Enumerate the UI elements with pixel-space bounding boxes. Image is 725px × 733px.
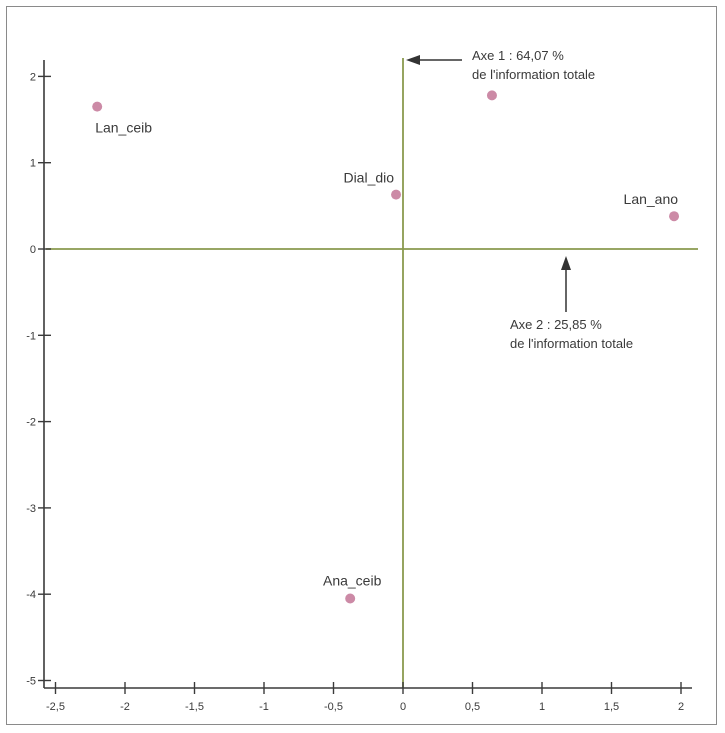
axes — [43, 60, 692, 689]
point-label: Dial_dio — [343, 170, 394, 186]
axe2-annotation: Axe 2 : 25,85 % de l'information totale — [510, 256, 633, 351]
y-tick-label: -1 — [26, 330, 36, 342]
data-point — [345, 593, 356, 604]
x-tick-label: -2,5 — [46, 701, 65, 713]
axe2-annotation-line2: de l'information totale — [510, 336, 633, 351]
point-label: Lan_ceib — [95, 120, 152, 136]
axe1-annotation-line2: de l'information totale — [472, 67, 595, 82]
x-tick-label: -1 — [259, 701, 269, 713]
axe1-annotation: Axe 1 : 64,07 % de l'information totale — [406, 48, 595, 82]
y-tick-label: -3 — [26, 503, 36, 515]
data-point — [669, 211, 680, 222]
x-tick-label: 0,5 — [465, 701, 480, 713]
x-tick-label: -0,5 — [324, 701, 343, 713]
data-point — [391, 189, 402, 200]
point-label: Lan_ano — [624, 191, 679, 207]
y-ticks: 2 1 0 -1 -2 -3 -4 -5 — [26, 71, 51, 688]
data-points: Lan_ceib Dial_dio Lan_ano Ana_ceib — [92, 90, 680, 604]
x-tick-label: -1,5 — [185, 701, 204, 713]
y-tick-label: -5 — [26, 676, 36, 688]
reference-lines — [46, 58, 698, 688]
axe1-annotation-line1: Axe 1 : 64,07 % — [472, 48, 564, 63]
x-tick-label: 1 — [539, 701, 545, 713]
y-tick-label: 1 — [30, 158, 36, 170]
y-tick-label: -4 — [26, 589, 36, 601]
y-tick-label: -2 — [26, 417, 36, 429]
x-tick-label: 2 — [678, 701, 684, 713]
axe1-arrow-head — [406, 55, 420, 65]
chart-frame — [6, 6, 717, 725]
data-point — [92, 101, 103, 112]
y-tick-label: 0 — [30, 244, 36, 256]
axe2-annotation-line1: Axe 2 : 25,85 % — [510, 317, 602, 332]
x-tick-label: -2 — [120, 701, 130, 713]
point-label: Ana_ceib — [323, 573, 382, 589]
axe2-arrow-head — [561, 256, 571, 270]
x-tick-label: 1,5 — [604, 701, 619, 713]
x-tick-label: 0 — [400, 701, 406, 713]
x-ticks: -2,5 -2 -1,5 -1 -0,5 0 0,5 1 1,5 2 — [46, 682, 684, 713]
data-point — [486, 90, 497, 101]
y-tick-label: 2 — [30, 71, 36, 83]
